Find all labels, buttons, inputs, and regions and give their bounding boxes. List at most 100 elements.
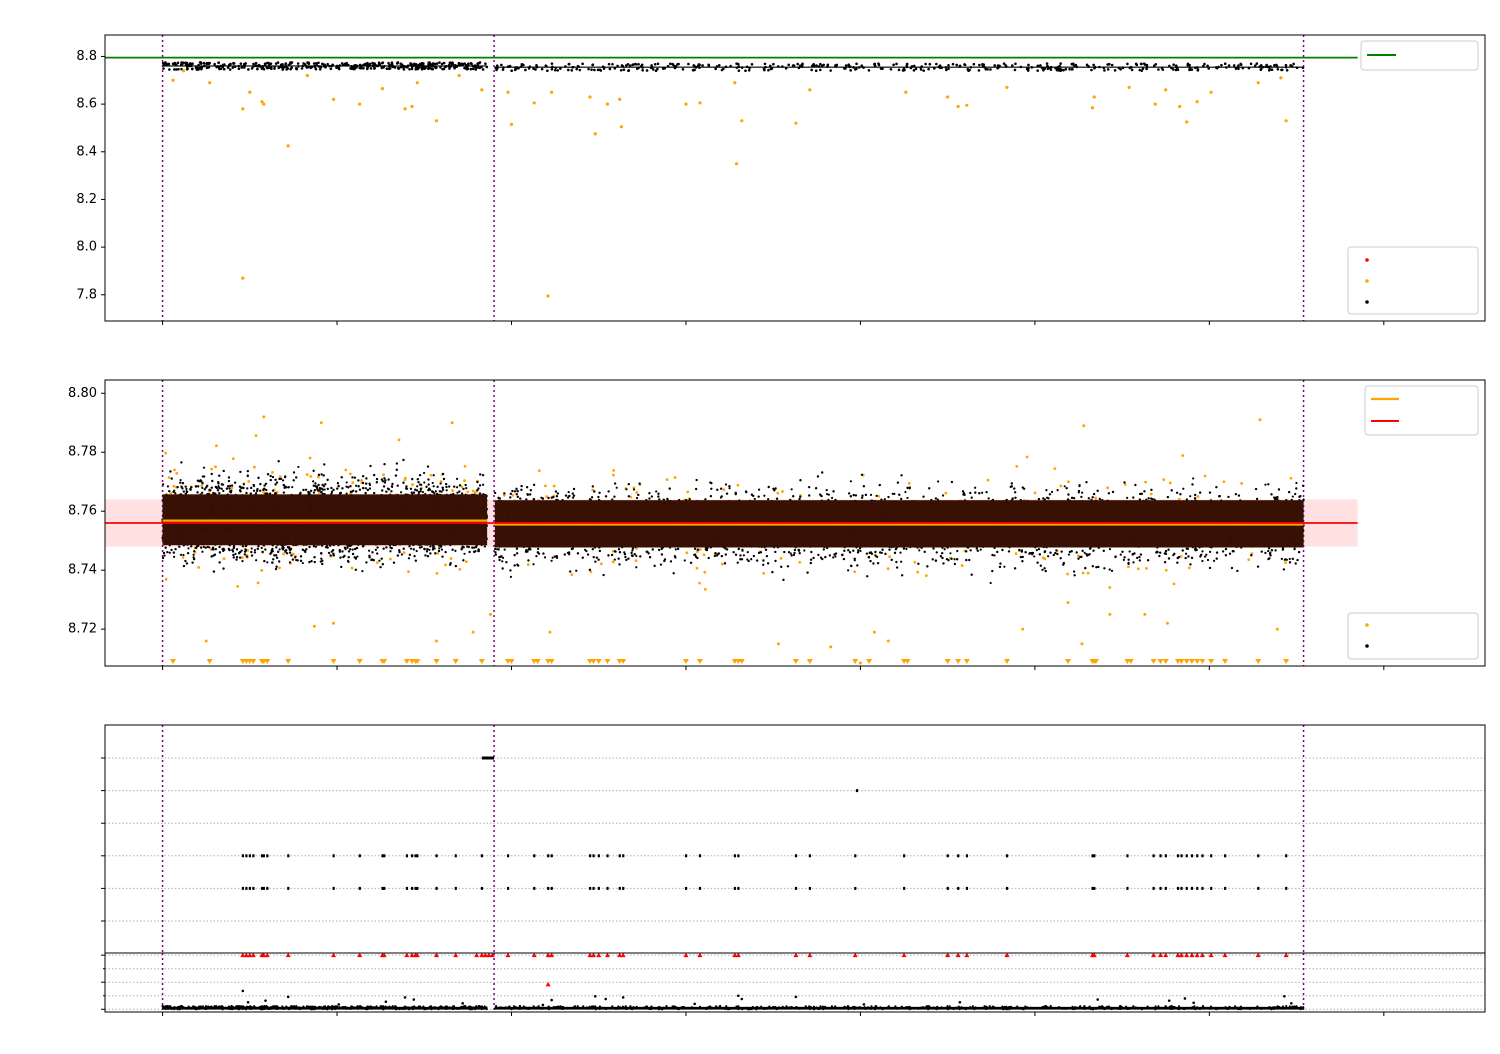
ok-point — [415, 560, 417, 562]
ok-point — [941, 557, 943, 559]
legend-marker — [1365, 258, 1369, 262]
ok-point — [725, 66, 728, 69]
ok-point — [256, 488, 258, 490]
ok-point — [267, 473, 269, 475]
ok-point — [254, 551, 256, 553]
highlighted-point — [349, 472, 352, 475]
ok-point — [1289, 64, 1292, 67]
ok-point — [738, 69, 741, 72]
ok-point — [516, 493, 518, 495]
ok-point — [1269, 65, 1272, 68]
ok-point — [201, 492, 203, 494]
ok-point — [275, 62, 278, 65]
ok-point — [306, 61, 309, 64]
highlighted-point — [1178, 498, 1181, 501]
ok-point — [1194, 66, 1197, 69]
ok-point — [218, 492, 220, 494]
ok-point — [371, 551, 373, 553]
ok-point — [339, 550, 341, 552]
ok-point — [411, 478, 413, 480]
ok-point — [269, 553, 271, 555]
highlighted-point — [1127, 86, 1130, 89]
ok-point — [982, 63, 985, 66]
highlighted-point — [1181, 454, 1184, 457]
ok-point — [810, 551, 812, 553]
ok-point — [1001, 549, 1003, 551]
ok-point — [618, 563, 620, 565]
ok-point — [320, 552, 322, 554]
ok-point — [180, 61, 183, 64]
ok-point — [888, 548, 890, 550]
ok-point — [516, 548, 518, 550]
highlighted-point — [435, 119, 438, 122]
ok-point — [323, 474, 325, 476]
ok-point — [186, 562, 188, 564]
highlighted-point — [666, 478, 669, 481]
ok-point — [1050, 68, 1053, 71]
ok-point — [189, 63, 192, 66]
ok-point — [201, 482, 203, 484]
ok-point — [556, 495, 558, 497]
ok-point — [241, 65, 244, 68]
ok-point — [613, 495, 615, 497]
ok-point — [687, 63, 690, 66]
ok-point — [850, 565, 852, 567]
ok-point — [429, 552, 431, 554]
ok-point — [174, 548, 176, 550]
ok-point — [1014, 69, 1017, 72]
ok-point — [409, 63, 412, 66]
ok-point — [337, 482, 339, 484]
ok-point — [959, 65, 962, 68]
ok-point — [439, 66, 442, 69]
ok-point — [559, 67, 562, 70]
ok-point — [219, 65, 222, 68]
ok-point — [663, 67, 666, 70]
ok-point — [486, 66, 489, 69]
ok-point — [880, 67, 883, 70]
ok-point — [192, 556, 194, 558]
ok-point — [397, 554, 399, 556]
ok-point — [353, 64, 356, 67]
highlighted-point — [776, 492, 779, 495]
ok-point — [381, 478, 383, 480]
highlighted-point — [458, 568, 461, 571]
ok-point — [277, 551, 279, 553]
ok-point — [1114, 69, 1117, 72]
ok-point — [932, 558, 934, 560]
ok-point — [701, 64, 704, 67]
ok-point — [275, 546, 277, 548]
ok-point — [185, 485, 187, 487]
ok-point — [166, 551, 168, 553]
highlighted-point — [873, 631, 876, 634]
ok-point — [555, 490, 557, 492]
ok-point — [947, 64, 950, 67]
ok-point — [300, 560, 302, 562]
ok-point — [500, 64, 503, 67]
ok-point — [384, 481, 386, 483]
ok-point — [672, 63, 675, 66]
highlighted-point — [684, 103, 687, 106]
highlighted-point — [175, 472, 178, 475]
ok-point — [208, 62, 211, 65]
ok-point — [267, 62, 270, 65]
ok-point — [777, 65, 780, 68]
ok-point — [858, 66, 861, 69]
legend-marker — [1365, 279, 1369, 283]
highlighted-point — [887, 567, 890, 570]
ok-point — [330, 68, 333, 71]
ok-point — [189, 489, 191, 491]
ok-point — [301, 65, 304, 68]
ok-point — [251, 67, 254, 70]
ok-point — [168, 490, 170, 492]
ok-point — [200, 61, 203, 64]
ok-point — [929, 63, 932, 66]
highlighted-point — [965, 104, 968, 107]
ok-point — [220, 488, 222, 490]
ok-point — [1098, 66, 1101, 69]
ok-point — [985, 68, 988, 71]
ok-point — [589, 569, 591, 571]
ok-point — [579, 69, 582, 72]
highlighted-point — [544, 484, 547, 487]
ok-point — [346, 546, 348, 548]
highlighted-point — [740, 119, 743, 122]
